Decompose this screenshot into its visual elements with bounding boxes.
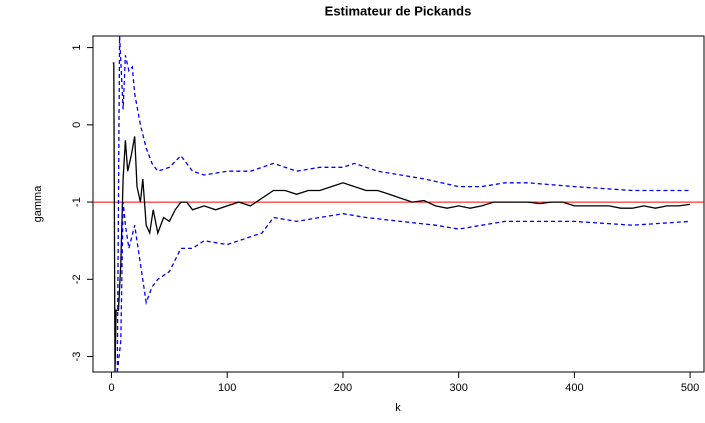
y-axis-label: gamma	[32, 185, 44, 223]
x-axis-label: k	[395, 402, 401, 414]
series-line	[116, 36, 691, 372]
x-tick-label: 500	[681, 382, 699, 394]
y-tick-label: 1	[71, 45, 83, 51]
x-tick-label: 200	[334, 382, 352, 394]
chart-title: Estimateur de Pickands	[325, 3, 472, 18]
plot-area	[93, 36, 704, 372]
x-tick-label: 300	[449, 382, 467, 394]
y-tick-label: -2	[71, 274, 83, 284]
x-tick-label: 400	[565, 382, 583, 394]
series-line	[116, 202, 691, 372]
plot-box	[92, 35, 705, 373]
series-line	[112, 62, 691, 372]
y-tick-label: -1	[71, 197, 83, 207]
x-tick-label: 0	[108, 382, 114, 394]
y-tick-label: -3	[71, 352, 83, 362]
y-tick-label: 0	[71, 122, 83, 128]
x-tick-label: 100	[218, 382, 236, 394]
